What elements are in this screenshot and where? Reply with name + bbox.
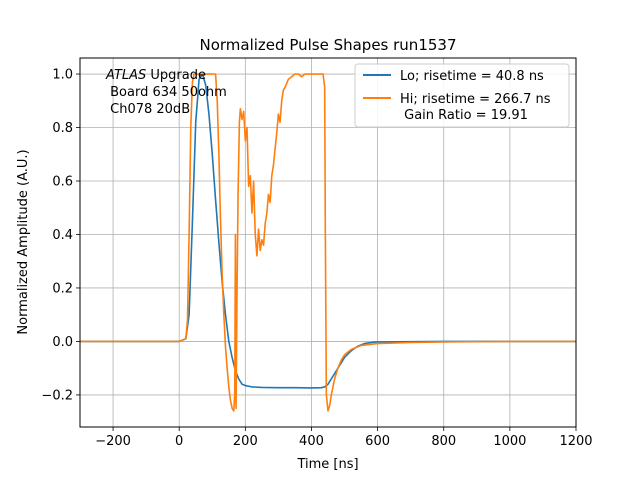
legend: Lo; risetime = 40.8 ns Hi; risetime = 26… <box>354 63 570 128</box>
x-tick-label: 400 <box>299 434 324 449</box>
y-tick-label: 0.0 <box>52 335 73 350</box>
x-tick-label: 600 <box>365 434 390 449</box>
annotation-line2: Board 634 50ohm <box>106 85 227 100</box>
x-tick-label: 1000 <box>493 434 526 449</box>
chart-title: Normalized Pulse Shapes run1537 <box>199 36 456 54</box>
x-tick-label: 0 <box>175 434 183 449</box>
y-tick-label: −0.2 <box>41 388 73 403</box>
y-axis-label: Normalized Amplitude (A.U.) <box>16 149 31 334</box>
plot-frame <box>79 57 577 428</box>
y-axis-ticks: −0.2 0.0 0.2 0.4 0.6 0.8 1.0 <box>41 68 80 403</box>
y-tick-label: 0.2 <box>52 281 73 296</box>
x-axis-label: Time [ns] <box>296 457 358 472</box>
legend-box <box>354 63 570 128</box>
annotation-italic: ATLAS <box>105 68 146 83</box>
y-tick-label: 0.6 <box>52 175 73 190</box>
legend-label-hi-line: Hi; risetime = 266.7 ns <box>400 92 551 107</box>
x-tick-label: 1200 <box>559 434 592 449</box>
svg-text:ATLAS Upgrade: ATLAS Upgrade <box>105 68 206 83</box>
legend-label-lo: Lo; risetime = 40.8 ns <box>400 69 544 84</box>
y-tick-label: 1.0 <box>52 68 73 83</box>
x-axis-ticks: −200 0 200 400 600 800 1000 1200 <box>95 427 593 449</box>
series-line-hi <box>80 73 576 412</box>
x-tick-label: −200 <box>95 434 131 449</box>
annotation-line3: Ch078 20dB <box>106 102 190 117</box>
y-tick-label: 0.4 <box>52 228 73 243</box>
legend-label-hi: Hi; risetime = 266.7 ns Gain Ratio = 19.… <box>400 92 551 123</box>
x-tick-label: 200 <box>233 434 258 449</box>
annotation-line1-rest: Upgrade <box>146 68 206 83</box>
annotation-text: ATLAS Upgrade Board 634 50ohm Ch078 20dB <box>105 68 227 117</box>
legend-label-hi-line: Gain Ratio = 19.91 <box>400 108 528 123</box>
x-tick-label: 800 <box>431 434 456 449</box>
series-layer <box>80 73 576 412</box>
y-tick-label: 0.8 <box>52 121 73 136</box>
